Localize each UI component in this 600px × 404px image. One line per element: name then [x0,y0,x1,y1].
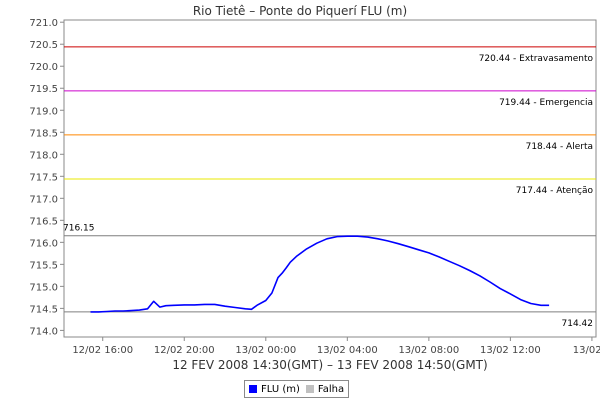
legend-item-falha[interactable]: Falha [305,383,345,395]
reference-lines: 720.44 - Extravasamento 719.44 - Emergenc… [63,46,596,329]
reference-line-label: 718.44 - Alerta [526,142,593,152]
y-tick-label: 718.0 [29,150,58,161]
legend-swatch-flu [249,385,257,393]
y-tick-label: 715.5 [29,260,58,271]
x-tick-label: 13/02 12:00 [480,345,541,356]
y-axis: 714.0 714.5 715.0 715.5 716.0 716.5 717.0 717.5… [29,18,64,337]
y-tick-label: 719.5 [29,84,58,95]
series-line-flu [90,235,550,313]
x-tick-label: 13/02 08:00 [398,345,459,356]
y-tick-label: 714.0 [29,326,58,337]
y-tick-label: 715.0 [29,282,58,293]
x-axis-label: 12 FEV 2008 14:30(GMT) – 13 FEV 2008 14:… [172,358,487,372]
legend-swatch-falha [305,385,314,393]
x-tick-label: 13/02 04:00 [317,345,378,356]
y-tick-label: 714.5 [29,304,58,315]
legend-label-falha: Falha [317,383,345,395]
reference-line-label: 714.42 [562,319,594,329]
y-tick-label: 721.0 [29,18,58,29]
y-tick-label: 716.0 [29,238,58,249]
legend-item-flu[interactable]: FLU (m) [249,384,300,395]
chart-title: Rio Tietê – Ponte do Piquerí FLU (m) [193,4,407,18]
y-tick-label: 716.5 [29,216,58,227]
x-axis: 12/02 16:00 12/02 20:00 13/02 00:00 13/02 0… [72,337,600,356]
legend: FLU (m) Falha [244,380,350,398]
reference-line-label: 719.44 - Emergencia [499,98,593,108]
series-layer [90,235,550,313]
x-tick-label: 12/02 20:00 [154,345,215,356]
reference-line-label: 720.44 - Extravasamento [479,54,594,64]
reference-line-label: 716.15 [63,224,95,234]
x-tick-label: 13/02 00:00 [235,345,296,356]
x-tick-label: 13/02 1 [573,345,600,356]
legend-label-flu: FLU (m) [261,383,300,395]
y-tick-label: 720.0 [29,62,58,73]
y-tick-label: 718.5 [29,128,58,139]
reference-line-label: 717.44 - Atenção [516,186,594,196]
y-tick-label: 719.0 [29,106,58,117]
y-tick-label: 717.5 [29,172,58,183]
y-tick-label: 720.5 [29,40,58,51]
x-tick-label: 12/02 16:00 [72,345,133,356]
y-tick-label: 717.0 [29,194,58,205]
